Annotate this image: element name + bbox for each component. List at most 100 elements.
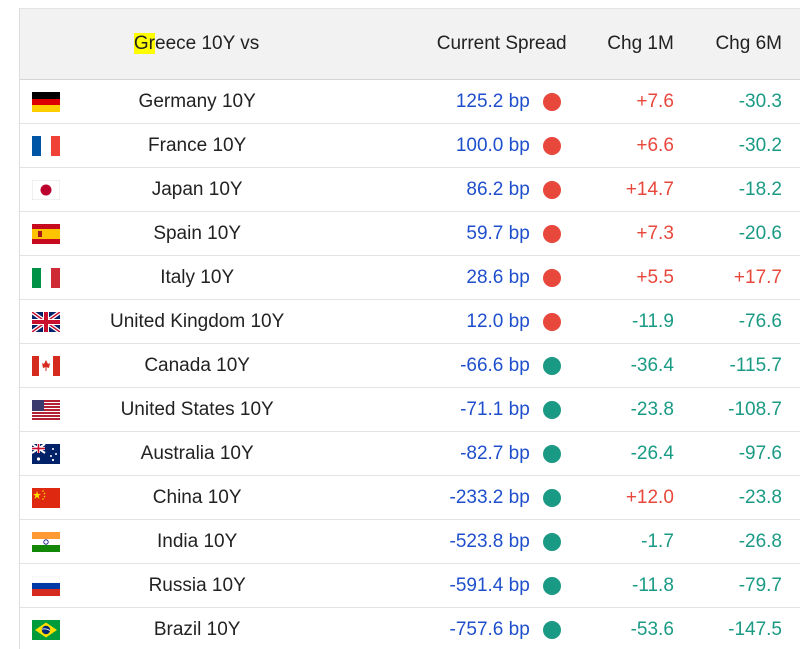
uk-flag-icon (32, 311, 60, 332)
bond-name[interactable]: United States 10Y (120, 398, 274, 420)
chg-6m-value: -20.6 (738, 222, 782, 244)
table-row[interactable]: India 10Y -523.8 bp -1.7 -26.8 (20, 520, 800, 564)
chg-1m-value: -11.9 (632, 310, 674, 332)
spread-value[interactable]: -66.6 bp (460, 354, 530, 376)
spread-value[interactable]: -757.6 bp (449, 619, 530, 640)
chg-1m-value: -36.4 (630, 354, 674, 376)
spread-table: Greece 10Y vs Current Spread Chg 1M Chg … (19, 8, 800, 649)
spread-value[interactable]: -591.4 bp (449, 574, 530, 596)
bond-name[interactable]: Japan 10Y (151, 178, 243, 200)
spread-cell: -233.2 bp (329, 487, 569, 509)
flag-cell (20, 223, 66, 244)
chg-6m-value: -147.5 (728, 619, 782, 640)
flag-cell (20, 135, 66, 156)
spread-value[interactable]: 59.7 bp (466, 222, 530, 244)
header-name: Greece 10Y vs (65, 33, 328, 55)
status-dot-icon (542, 576, 561, 595)
flag-cell (20, 487, 66, 508)
spread-value[interactable]: 12.0 bp (466, 310, 530, 332)
spread-value[interactable]: 28.6 bp (466, 266, 530, 288)
spread-cell: 125.2 bp (329, 91, 569, 113)
bond-name[interactable]: Brazil 10Y (153, 619, 241, 640)
bond-name[interactable]: China 10Y (152, 486, 242, 508)
flag-cell (20, 575, 66, 596)
status-dot-icon (542, 224, 561, 243)
chg-6m-value: -18.2 (738, 178, 782, 200)
table-row[interactable]: Germany 10Y 125.2 bp +7.6 -30.3 (20, 80, 800, 124)
bond-name[interactable]: India 10Y (157, 530, 238, 552)
bond-name[interactable]: Italy 10Y (160, 266, 235, 288)
chg-1m-value: -11.8 (632, 574, 674, 596)
status-dot-icon (542, 400, 561, 419)
chg-6m-value: -79.7 (738, 574, 782, 596)
table-row[interactable]: Japan 10Y 86.2 bp +14.7 -18.2 (20, 168, 800, 212)
bond-name[interactable]: Russia 10Y (148, 574, 246, 596)
status-dot-icon (542, 268, 561, 287)
spread-cell: 100.0 bp (329, 135, 569, 157)
header-chg-1m[interactable]: Chg 1M (607, 33, 674, 54)
usa-flag-icon (32, 399, 60, 420)
flag-cell (20, 531, 66, 552)
table-row[interactable]: Russia 10Y -591.4 bp -11.8 -79.7 (20, 564, 800, 608)
japan-flag-icon (32, 179, 60, 200)
chg-1m-value: +7.3 (636, 222, 674, 244)
table-row[interactable]: Spain 10Y 59.7 bp +7.3 -20.6 (20, 212, 800, 256)
spread-cell: -523.8 bp (329, 531, 569, 553)
chg-1m-value: +5.5 (636, 266, 674, 288)
table-row[interactable]: Italy 10Y 28.6 bp +5.5 +17.7 (20, 256, 800, 300)
italy-flag-icon (32, 267, 60, 288)
chg-6m-value: -23.8 (738, 486, 782, 508)
header-chg-6m[interactable]: Chg 6M (715, 33, 782, 54)
spread-value[interactable]: -523.8 bp (449, 530, 530, 552)
spread-value[interactable]: 125.2 bp (455, 90, 530, 112)
australia-flag-icon (32, 443, 60, 464)
table-row[interactable]: Brazil 10Y -757.6 bp -53.6 -147.5 (20, 608, 800, 649)
chg-1m-value: -23.8 (630, 398, 674, 420)
chg-1m-value: +7.6 (636, 90, 674, 112)
china-flag-icon (32, 487, 60, 508)
table-row[interactable]: Australia 10Y -82.7 bp -26.4 -97.6 (20, 432, 800, 476)
header-current-spread[interactable]: Current Spread (436, 33, 567, 54)
spread-value[interactable]: -82.7 bp (460, 442, 530, 464)
chg-6m-value: -108.7 (728, 398, 782, 420)
status-dot-icon (542, 621, 561, 639)
spread-value[interactable]: -71.1 bp (460, 398, 530, 420)
canada-flag-icon (32, 355, 60, 376)
bond-name[interactable]: Canada 10Y (144, 354, 250, 376)
table-body: Germany 10Y 125.2 bp +7.6 -30.3 France 10Y 10… (20, 80, 800, 649)
france-flag-icon (32, 135, 60, 156)
header-name-highlight: Gr (133, 33, 155, 54)
spread-cell: -71.1 bp (329, 399, 569, 421)
spread-cell: -757.6 bp (329, 619, 569, 641)
flag-cell (20, 355, 66, 376)
spread-value[interactable]: 86.2 bp (466, 178, 530, 200)
flag-cell (20, 399, 66, 420)
table-row[interactable]: China 10Y -233.2 bp +12.0 -23.8 (20, 476, 800, 520)
bond-name[interactable]: Australia 10Y (140, 442, 254, 464)
flag-cell (20, 311, 66, 332)
bond-name[interactable]: Spain 10Y (153, 222, 241, 244)
chg-6m-value: -30.3 (738, 90, 782, 112)
bond-name[interactable]: United Kingdom 10Y (110, 310, 285, 332)
table-row[interactable]: United States 10Y -71.1 bp -23.8 -108.7 (20, 388, 800, 432)
status-dot-icon (542, 444, 561, 463)
chg-6m-value: -76.6 (738, 310, 782, 332)
bond-name[interactable]: Germany 10Y (138, 90, 256, 112)
status-dot-icon (542, 180, 561, 199)
spread-value[interactable]: 100.0 bp (455, 134, 530, 156)
flag-cell (20, 91, 66, 112)
table-row[interactable]: Canada 10Y -66.6 bp -36.4 -115.7 (20, 344, 800, 388)
chg-6m-value: -115.7 (729, 354, 782, 376)
spread-value[interactable]: -233.2 bp (449, 486, 530, 508)
chg-6m-value: -30.2 (738, 134, 782, 156)
bond-name[interactable]: France 10Y (148, 134, 247, 156)
table-row[interactable]: United Kingdom 10Y 12.0 bp -11.9 -76.6 (20, 300, 800, 344)
spread-cell: 12.0 bp (329, 311, 569, 333)
chg-1m-value: +14.7 (625, 178, 674, 200)
table-header: Greece 10Y vs Current Spread Chg 1M Chg … (20, 8, 800, 80)
flag-cell (20, 443, 66, 464)
brazil-flag-icon (32, 620, 60, 640)
chg-1m-value: +12.0 (625, 486, 674, 508)
chg-1m-value: +6.6 (636, 134, 674, 156)
table-row[interactable]: France 10Y 100.0 bp +6.6 -30.2 (20, 124, 800, 168)
